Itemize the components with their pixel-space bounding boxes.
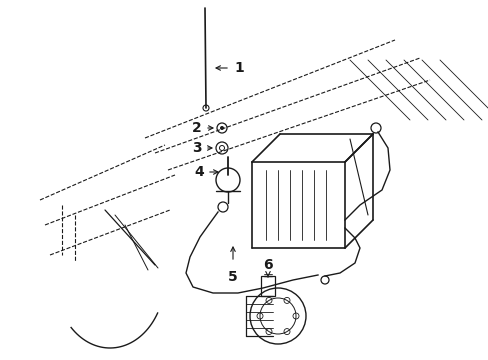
Bar: [261, 276, 274, 296]
Circle shape: [203, 105, 208, 111]
Text: 4: 4: [194, 165, 203, 179]
Text: 2: 2: [192, 121, 202, 135]
Text: 3: 3: [192, 141, 202, 155]
Text: 6: 6: [263, 258, 272, 272]
Circle shape: [220, 126, 224, 130]
Text: 5: 5: [228, 270, 237, 284]
Text: 1: 1: [234, 61, 243, 75]
